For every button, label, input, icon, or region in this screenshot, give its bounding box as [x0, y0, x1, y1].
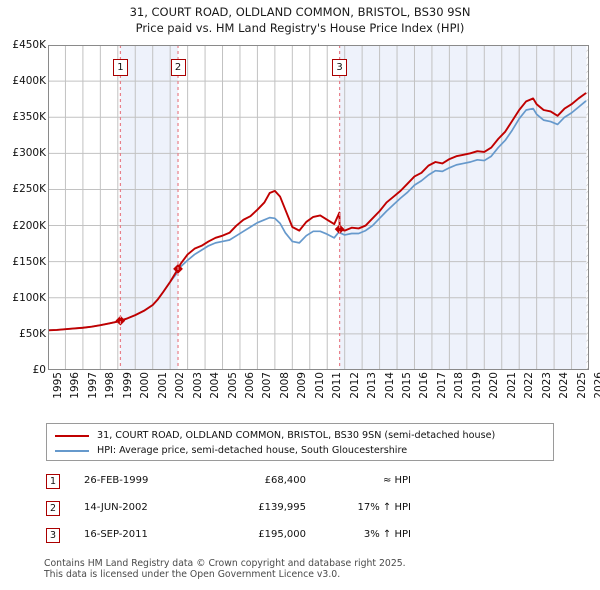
- x-axis-tick-label: 2011: [331, 372, 344, 399]
- x-axis-tick-label: 1999: [121, 372, 134, 399]
- title-line-1: 31, COURT ROAD, OLDLAND COMMON, BRISTOL,…: [129, 5, 471, 19]
- x-axis-tick-label: 2025: [575, 372, 588, 399]
- x-axis-tick-label: 2004: [209, 372, 222, 399]
- y-axis-tick-label: £350K: [12, 111, 46, 124]
- transaction-price: £139,995: [258, 502, 306, 513]
- y-axis-tick-label: £0: [32, 364, 46, 376]
- x-axis-tick-label: 2021: [505, 372, 518, 399]
- y-axis-tick-label: £400K: [12, 75, 46, 88]
- transaction-hpi-delta: 17% ↑ HPI: [357, 502, 411, 513]
- x-axis-tick-label: 2005: [226, 372, 239, 399]
- x-axis-tick-label: 2013: [366, 372, 379, 399]
- transaction-hpi-delta: ≈ HPI: [382, 475, 411, 486]
- transaction-date: 14-JUN-2002: [84, 502, 148, 513]
- x-axis-tick-label: 2003: [191, 372, 204, 399]
- plot-area: 1 2 3: [48, 45, 589, 370]
- transaction-price: £68,400: [264, 475, 306, 486]
- table-row[interactable]: 3 16-SEP-2011 £195,000 3% ↑ HPI: [46, 526, 466, 553]
- table-row[interactable]: 1 26-FEB-1999 £68,400 ≈ HPI: [46, 472, 466, 499]
- footer-line-1: Contains HM Land Registry data © Crown c…: [44, 558, 406, 569]
- x-axis-tick-label: 2015: [401, 372, 414, 399]
- x-axis-tick-label: 2020: [488, 372, 501, 399]
- x-axis-tick-label: 2023: [540, 372, 553, 399]
- transaction-index-badge: 3: [46, 528, 60, 543]
- x-axis-tick-label: 2006: [243, 372, 256, 399]
- transaction-marker-flag-2[interactable]: 2: [170, 59, 186, 76]
- page-title: 31, COURT ROAD, OLDLAND COMMON, BRISTOL,…: [0, 4, 600, 36]
- x-axis-tick-label: 2019: [470, 372, 483, 399]
- x-axis-tick-label: 2012: [348, 372, 361, 399]
- x-axis-tick-label: 2014: [383, 372, 396, 399]
- x-axis-tick-label: 2016: [418, 372, 431, 399]
- y-axis-tick-label: £200K: [12, 219, 46, 232]
- y-axis-tick-label: £450K: [12, 39, 46, 51]
- x-axis-tick-label: 2002: [174, 372, 187, 399]
- legend-color-swatch: [55, 434, 89, 437]
- transaction-price: £195,000: [258, 529, 306, 540]
- transaction-hpi-delta: 3% ↑ HPI: [363, 529, 411, 540]
- table-row[interactable]: 2 14-JUN-2002 £139,995 17% ↑ HPI: [46, 499, 466, 526]
- legend-item-label: 31, COURT ROAD, OLDLAND COMMON, BRISTOL,…: [97, 430, 496, 441]
- x-axis-labels: 1995 1996 1997 1998 1999 2000 2001 2002 2003 2004…: [48, 372, 600, 412]
- transactions-table: 1 26-FEB-1999 £68,400 ≈ HPI 2 14-JUN-2002 £139…: [46, 472, 466, 553]
- footer-attribution: Contains HM Land Registry data © Crown c…: [44, 558, 584, 580]
- legend-item-2: HPI: Average price, semi-detached house,…: [53, 443, 547, 458]
- transaction-index-badge: 1: [46, 474, 60, 489]
- legend-item-1: 31, COURT ROAD, OLDLAND COMMON, BRISTOL,…: [53, 428, 547, 443]
- x-axis-tick-label: 1995: [52, 372, 64, 399]
- y-axis-tick-label: £50K: [19, 327, 46, 340]
- x-axis-tick-label: 2001: [156, 372, 169, 399]
- title-line-2: Price paid vs. HM Land Registry's House …: [135, 21, 465, 35]
- y-axis-tick-label: £100K: [12, 291, 46, 304]
- x-axis-tick-label: 2018: [453, 372, 466, 399]
- x-axis-tick-label: 2009: [296, 372, 309, 399]
- footer-line-2: This data is licensed under the Open Gov…: [44, 569, 341, 580]
- transaction-marker-flag-3[interactable]: 3: [332, 59, 348, 76]
- x-axis-tick-label: 1997: [86, 372, 99, 399]
- x-axis-tick-label: 2010: [313, 372, 326, 399]
- x-axis-tick-label: 2008: [278, 372, 291, 399]
- transaction-marker-flag-1[interactable]: 1: [112, 59, 128, 76]
- legend-color-swatch: [55, 449, 89, 452]
- x-axis-tick-label: 1996: [69, 372, 82, 399]
- x-axis-tick-label: 2024: [558, 372, 571, 399]
- transaction-index-badge: 2: [46, 501, 60, 516]
- y-axis-tick-label: £150K: [12, 255, 46, 268]
- price-history-chart: [48, 45, 589, 370]
- y-axis-tick-label: £300K: [12, 147, 46, 160]
- x-axis-tick-label: 2000: [139, 372, 152, 399]
- legend-item-label: HPI: Average price, semi-detached house,…: [97, 445, 408, 456]
- x-axis-tick-label: 2007: [261, 372, 274, 399]
- transaction-date: 26-FEB-1999: [84, 475, 149, 486]
- y-axis-tick-label: £250K: [12, 183, 46, 196]
- x-axis-tick-label: 2022: [523, 372, 536, 399]
- y-axis-labels: £0 £50K £100K £150K £200K £250K £300K £350K £400…: [0, 39, 46, 376]
- chart-legend: 31, COURT ROAD, OLDLAND COMMON, BRISTOL,…: [46, 423, 554, 461]
- x-axis-tick-label: 2026: [593, 372, 600, 399]
- transaction-date: 16-SEP-2011: [84, 529, 148, 540]
- x-axis-tick-label: 2017: [435, 372, 448, 399]
- x-axis-tick-label: 1998: [104, 372, 117, 399]
